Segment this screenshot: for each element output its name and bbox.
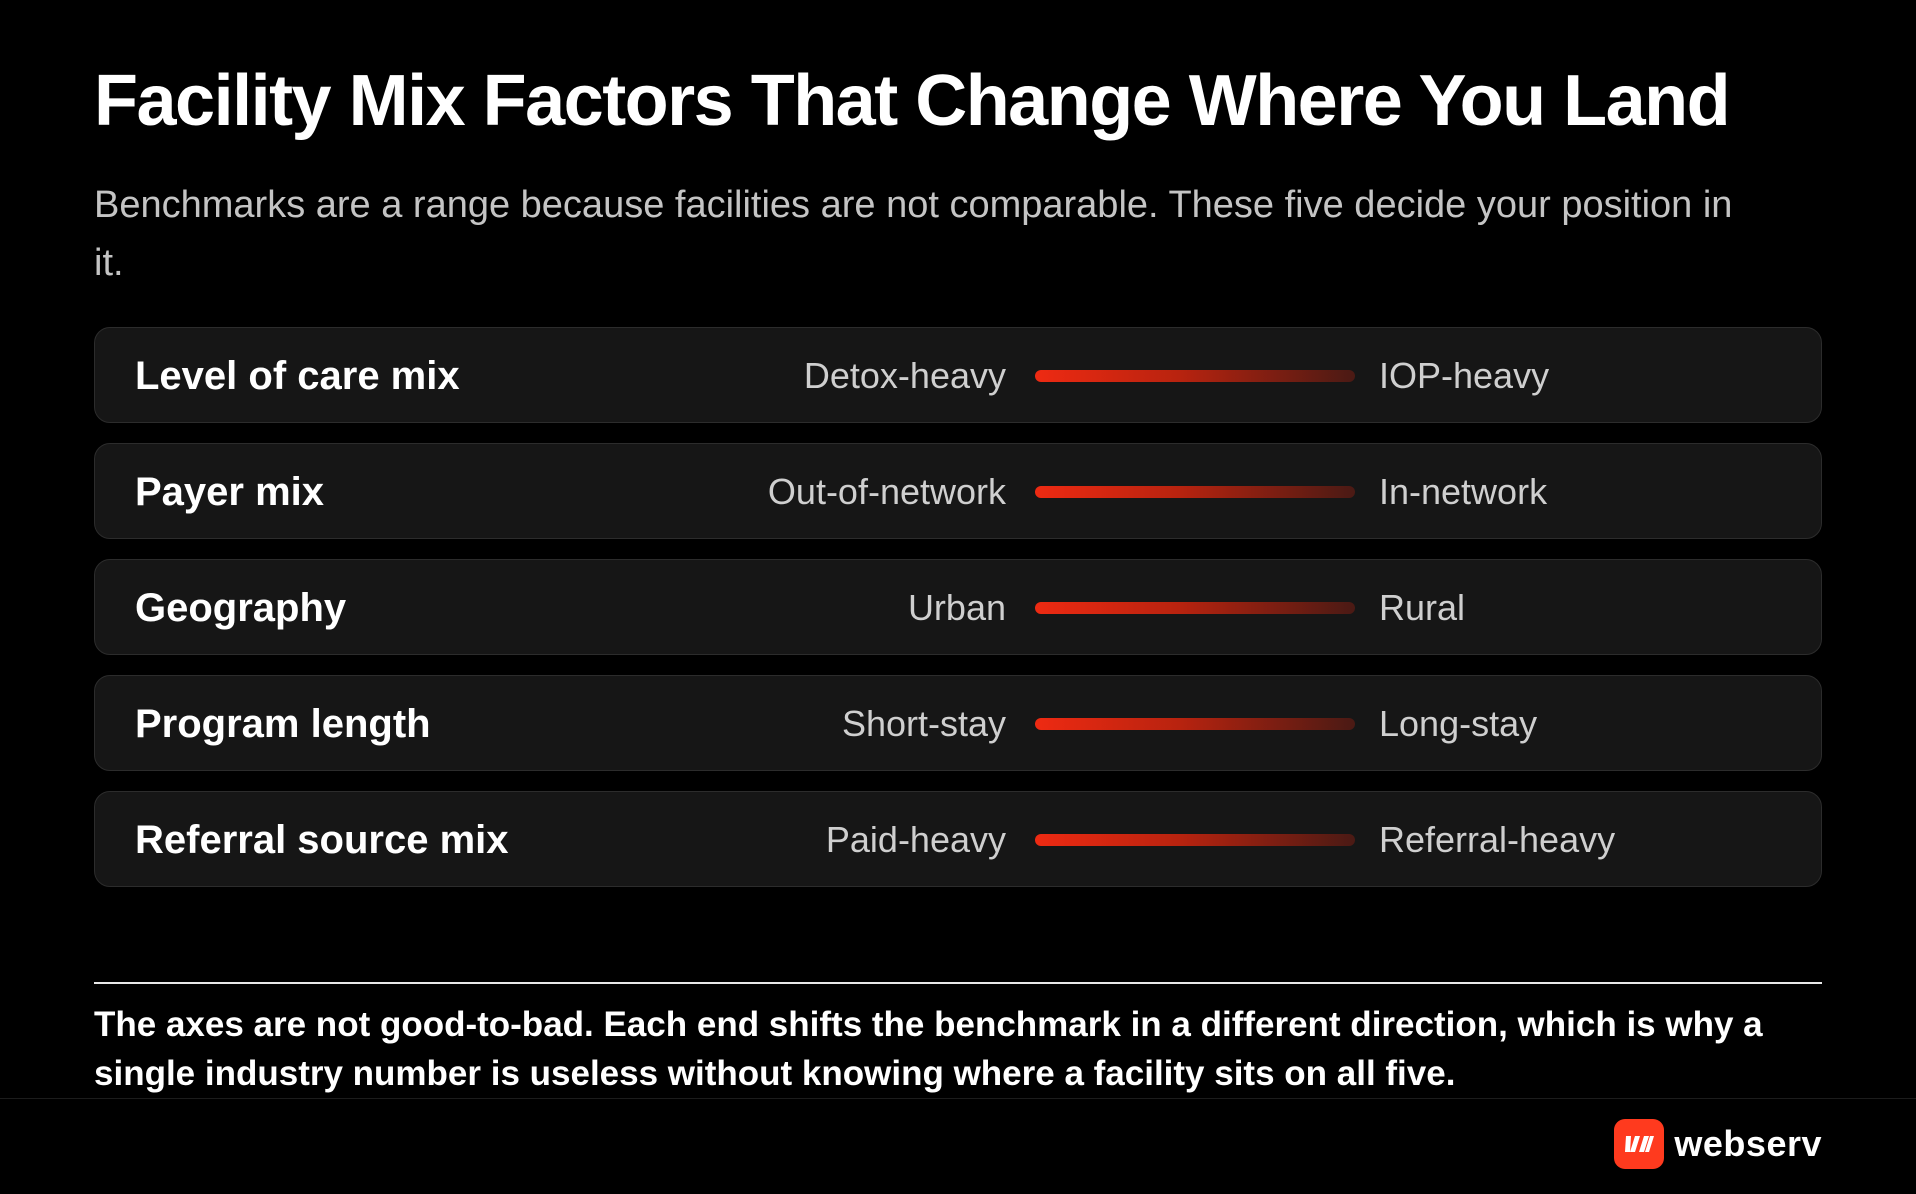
footnote: The axes are not good-to-bad. Each end s… xyxy=(94,1005,1763,1093)
factor-label: Geography xyxy=(135,586,347,630)
factor-scale-bar xyxy=(1035,370,1355,382)
factor-left-end: Short-stay xyxy=(841,703,1006,744)
factor-label: Referral source mix xyxy=(135,818,509,862)
factor-left-end: Urban xyxy=(907,587,1006,628)
brand-name: webserv xyxy=(1674,1123,1822,1164)
webserv-logo-icon xyxy=(1614,1119,1665,1169)
factor-scale-bar xyxy=(1035,834,1355,846)
factor-right-end: Rural xyxy=(1379,587,1466,628)
factor-row-geography: Geography Urban Rural xyxy=(94,559,1822,655)
factor-right-end: In-network xyxy=(1379,471,1548,512)
footnote-divider xyxy=(94,982,1822,984)
factor-scale-bar xyxy=(1035,486,1355,498)
factor-right-end: Referral-heavy xyxy=(1379,819,1616,860)
brand-logo: webserv xyxy=(1614,1118,1822,1170)
factor-label: Program length xyxy=(135,702,431,746)
factor-left-end: Out-of-network xyxy=(767,471,1006,512)
factor-right-end: Long-stay xyxy=(1379,703,1538,744)
factor-left-end: Detox-heavy xyxy=(803,355,1006,396)
factor-row-payer-mix: Payer mix Out-of-network In-network xyxy=(94,443,1822,539)
factor-list: Level of care mix Detox-heavy IOP-heavy … xyxy=(94,327,1822,907)
factor-label: Level of care mix xyxy=(135,354,460,398)
factor-label: Payer mix xyxy=(135,470,325,514)
factor-row-level-of-care: Level of care mix Detox-heavy IOP-heavy xyxy=(94,327,1822,423)
footer-divider xyxy=(0,1098,1916,1099)
factor-scale-bar xyxy=(1035,602,1355,614)
factor-right-end: IOP-heavy xyxy=(1379,355,1550,396)
page-title: Facility Mix Factors That Change Where Y… xyxy=(94,61,1731,141)
page-subtitle: Benchmarks are a range because facilitie… xyxy=(94,184,1733,284)
factor-left-end: Paid-heavy xyxy=(825,819,1006,860)
factor-row-program-length: Program length Short-stay Long-stay xyxy=(94,675,1822,771)
factor-row-referral-source: Referral source mix Paid-heavy Referral-… xyxy=(94,791,1822,887)
factor-scale-bar xyxy=(1035,718,1355,730)
